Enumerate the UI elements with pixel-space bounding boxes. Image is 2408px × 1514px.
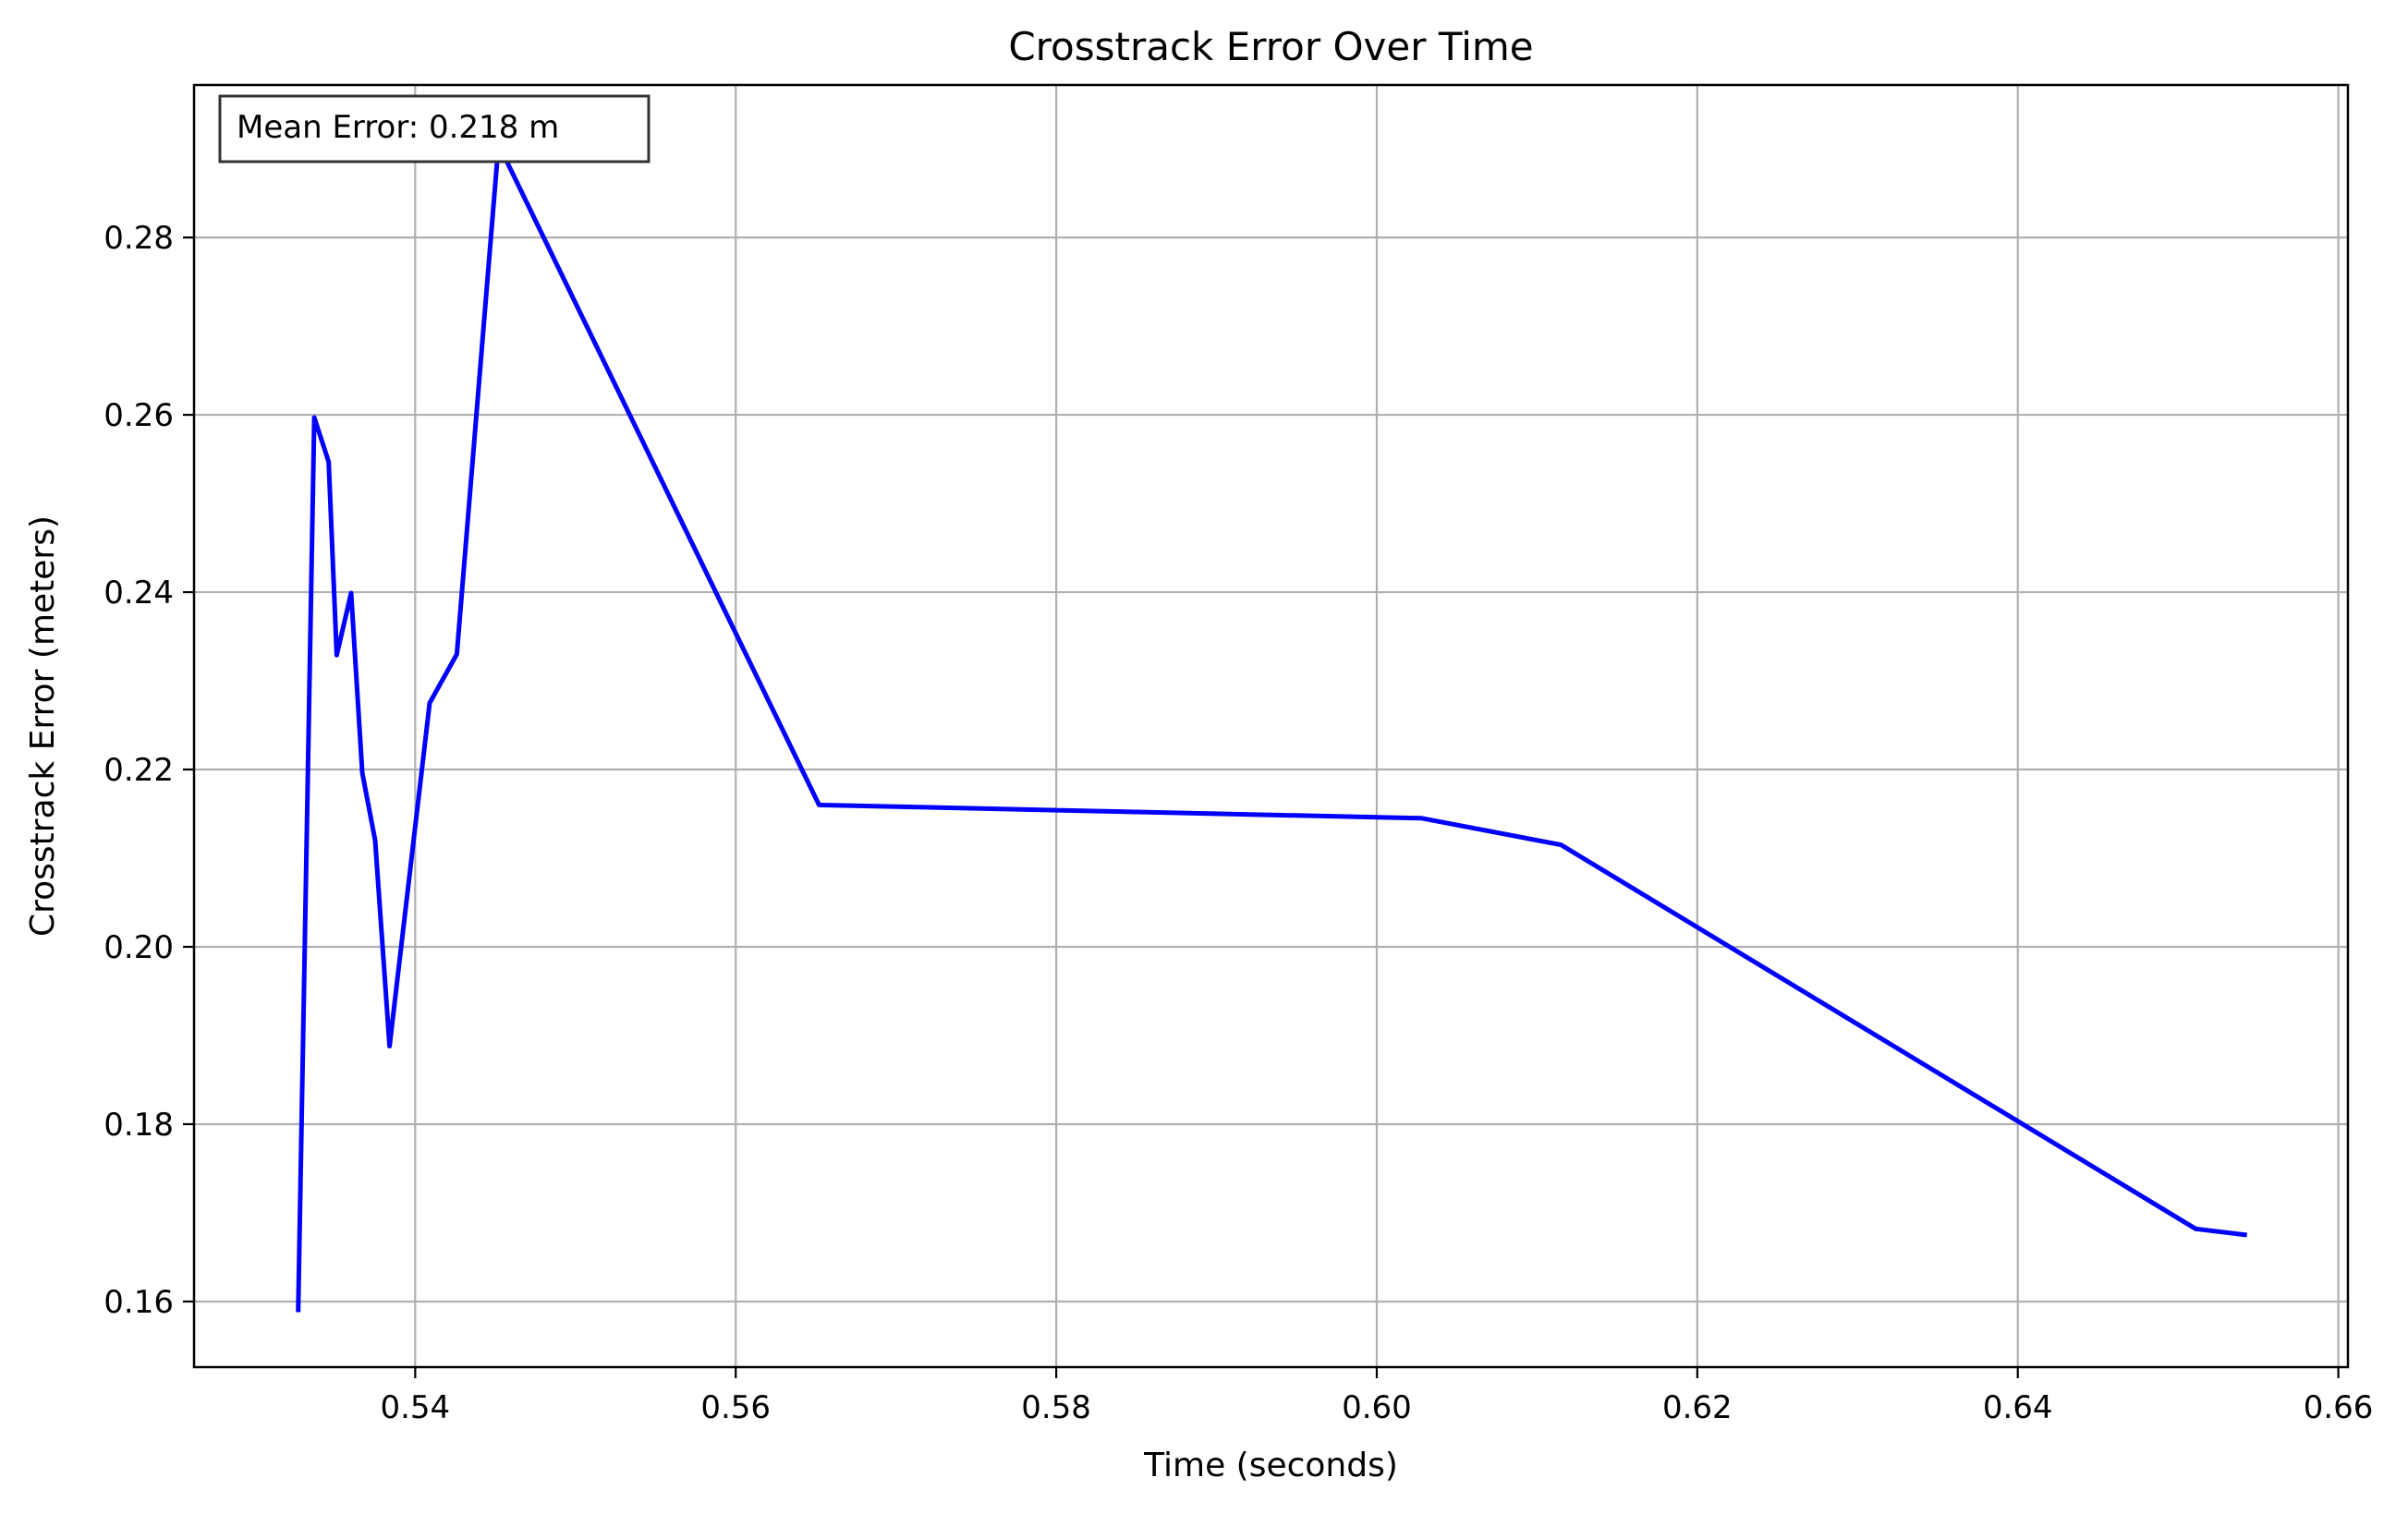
x-tick-label: 0.58 bbox=[1021, 1389, 1091, 1426]
y-tick-label: 0.16 bbox=[103, 1284, 174, 1321]
series-line bbox=[296, 141, 2247, 1313]
x-tick-label: 0.60 bbox=[1342, 1389, 1412, 1426]
annotation-box bbox=[218, 94, 651, 164]
x-axis-label: Time (seconds) bbox=[1143, 1447, 1398, 1484]
series-layer bbox=[296, 141, 2247, 1313]
y-tick-label: 0.28 bbox=[103, 220, 174, 257]
plot-frame bbox=[192, 83, 2350, 1369]
ticks: 0.54 0.56 0.58 0.60 0.62 0.64 0.66 0.16 0.18 0.20… bbox=[103, 220, 2373, 1426]
y-tick-label: 0.20 bbox=[103, 929, 174, 966]
y-tick-label: 0.24 bbox=[103, 575, 174, 612]
grid bbox=[194, 85, 2348, 1367]
y-axis-label: Crosstrack Error (meters) bbox=[24, 515, 62, 937]
y-tick-label: 0.26 bbox=[103, 397, 174, 434]
chart-title: Crosstrack Error Over Time bbox=[1008, 24, 1533, 69]
x-tick-label: 0.56 bbox=[700, 1389, 771, 1426]
x-tick-label: 0.54 bbox=[380, 1389, 450, 1426]
annotation-text: Mean Error: 0.218 m bbox=[237, 109, 559, 146]
x-tick-label: 0.62 bbox=[1662, 1389, 1733, 1426]
y-tick-label: 0.22 bbox=[103, 752, 174, 789]
mean-error-annotation: Mean Error: 0.218 m bbox=[218, 94, 651, 164]
y-tick-label: 0.18 bbox=[103, 1107, 174, 1144]
x-tick-label: 0.66 bbox=[2304, 1389, 2374, 1426]
x-tick-label: 0.64 bbox=[1983, 1389, 2053, 1426]
